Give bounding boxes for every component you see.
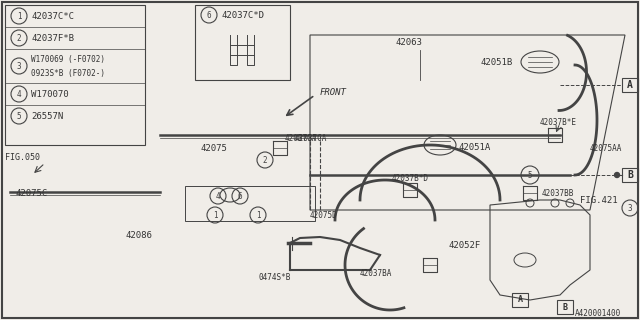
Text: 5: 5 (528, 171, 532, 180)
Text: 42075D: 42075D (310, 211, 338, 220)
Text: A420001400: A420001400 (575, 308, 621, 317)
Text: FIG.421: FIG.421 (580, 196, 618, 204)
Text: 1: 1 (256, 211, 260, 220)
Text: 42051A: 42051A (458, 142, 490, 151)
Text: 1: 1 (212, 211, 218, 220)
Text: 1: 1 (17, 12, 21, 20)
Bar (622, 78, 638, 92)
Text: 6: 6 (207, 11, 211, 20)
Text: 0474S*B: 0474S*B (258, 274, 291, 283)
Text: 4: 4 (216, 191, 220, 201)
Text: 42037F*B: 42037F*B (31, 34, 74, 43)
Text: B: B (627, 170, 633, 180)
Bar (195, 5, 290, 80)
Text: 42037C*C: 42037C*C (31, 12, 74, 20)
Bar (5, 5, 145, 145)
Text: B: B (563, 302, 568, 311)
Text: 42075: 42075 (200, 143, 227, 153)
Text: W170069 (-F0702): W170069 (-F0702) (31, 54, 105, 63)
Circle shape (614, 172, 620, 178)
Text: 6: 6 (237, 191, 243, 201)
Text: 42037B*D: 42037B*D (392, 173, 429, 182)
Text: FIG.050: FIG.050 (5, 153, 40, 162)
Text: 42037CA: 42037CA (285, 133, 317, 142)
Text: 3: 3 (628, 204, 632, 212)
Text: 2: 2 (262, 156, 268, 164)
Text: 42063: 42063 (395, 37, 422, 46)
Text: 42037C*D: 42037C*D (221, 11, 264, 20)
Text: 42037BB: 42037BB (542, 188, 574, 197)
Text: 42075C: 42075C (15, 188, 47, 197)
Text: 42051B: 42051B (480, 58, 512, 67)
Bar (622, 168, 638, 182)
Text: FRONT: FRONT (320, 87, 347, 97)
Text: 42052F: 42052F (448, 241, 480, 250)
Text: 42037BA: 42037BA (360, 269, 392, 278)
Text: 2: 2 (17, 34, 21, 43)
Text: 4: 4 (17, 90, 21, 99)
Text: 3: 3 (17, 61, 21, 70)
Text: 42086: 42086 (125, 230, 152, 239)
Text: 26557N: 26557N (31, 111, 63, 121)
Bar (512, 293, 528, 307)
Text: 5: 5 (17, 111, 21, 121)
Text: 42037CA: 42037CA (295, 133, 328, 142)
Bar (185, 186, 315, 221)
Text: A: A (627, 80, 633, 90)
Text: W170070: W170070 (31, 90, 68, 99)
Text: 42037B*E: 42037B*E (540, 117, 577, 126)
Text: 42075AA: 42075AA (590, 143, 622, 153)
Text: A: A (518, 295, 522, 305)
Bar (557, 300, 573, 314)
Text: 0923S*B (F0702-): 0923S*B (F0702-) (31, 68, 105, 77)
